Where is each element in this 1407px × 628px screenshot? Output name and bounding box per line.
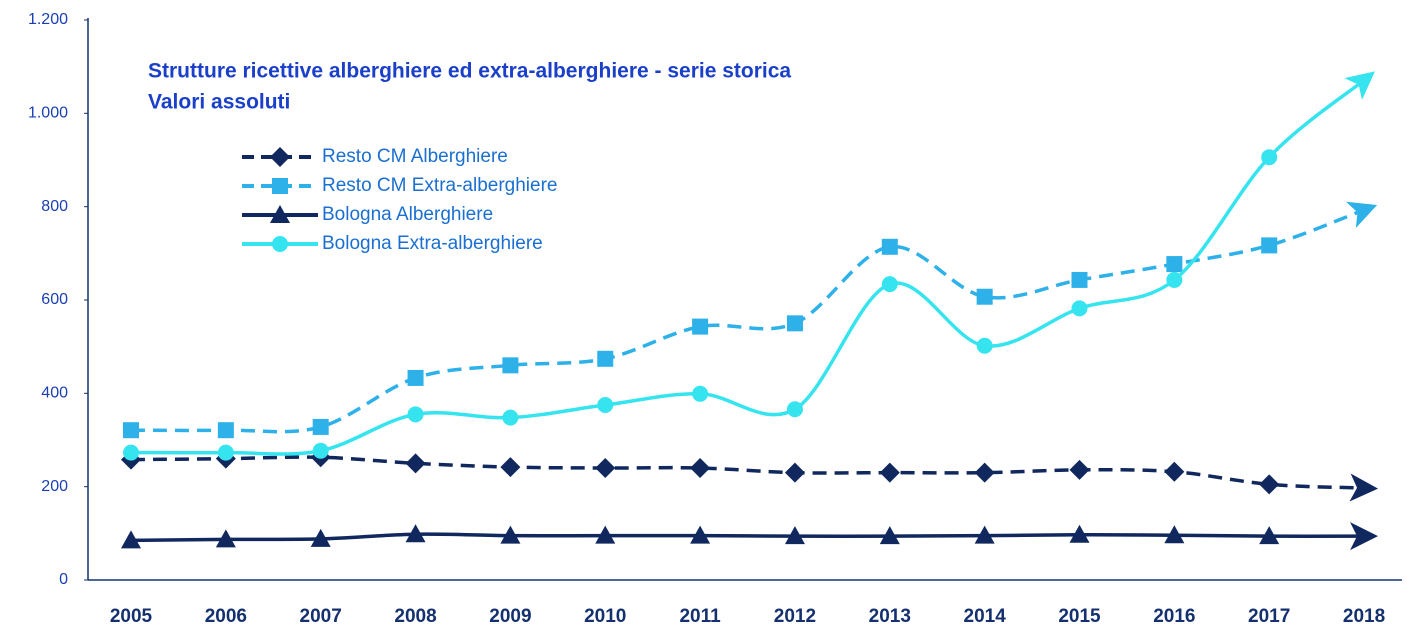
marker (879, 462, 900, 483)
x-tick-label: 2008 (394, 606, 436, 627)
marker (500, 457, 521, 478)
x-tick-label: 2012 (774, 606, 816, 627)
marker (1261, 149, 1278, 166)
marker (502, 409, 519, 426)
marker (976, 337, 993, 354)
marker (1164, 461, 1185, 482)
marker (405, 453, 426, 474)
x-tick-label: 2015 (1058, 606, 1101, 627)
marker (784, 526, 805, 545)
marker (500, 525, 521, 544)
y-tick-label: 0 (59, 571, 68, 588)
marker (272, 236, 288, 252)
marker (690, 458, 711, 478)
marker (1071, 300, 1088, 317)
x-tick-label: 2014 (964, 606, 1007, 627)
x-tick-label: 2018 (1343, 606, 1385, 627)
x-tick-label: 2013 (869, 606, 911, 627)
marker (407, 369, 424, 386)
chart-subtitle: Valori assoluti (148, 91, 290, 114)
marker (881, 276, 898, 293)
marker (1259, 474, 1280, 495)
marker (692, 385, 709, 402)
marker (1164, 525, 1185, 544)
marker (786, 315, 803, 332)
legend-label: Resto CM Extra-alberghiere (322, 175, 557, 196)
legend-label: Bologna Alberghiere (322, 204, 493, 225)
legend-label: Resto CM Alberghiere (322, 146, 508, 167)
marker (595, 458, 616, 478)
marker (690, 525, 711, 544)
marker (1071, 271, 1088, 288)
marker (272, 178, 288, 194)
marker (1069, 459, 1090, 480)
marker (597, 397, 614, 413)
marker (123, 422, 139, 439)
marker (310, 528, 331, 547)
y-tick-label: 800 (41, 198, 68, 215)
x-tick-label: 2017 (1248, 606, 1290, 627)
marker (215, 529, 236, 548)
x-tick-label: 2005 (110, 606, 153, 627)
marker (1069, 524, 1090, 543)
marker (784, 462, 805, 483)
marker (1261, 237, 1278, 254)
marker (312, 442, 329, 459)
y-tick-label: 200 (41, 478, 68, 495)
marker (881, 238, 898, 255)
marker (974, 525, 995, 544)
marker (595, 525, 616, 544)
marker (270, 147, 290, 167)
marker (123, 444, 139, 461)
marker (217, 444, 234, 461)
x-tick-label: 2011 (679, 606, 721, 627)
legend-label: Bologna Extra-alberghiere (322, 233, 543, 254)
marker (405, 524, 426, 543)
marker (1259, 526, 1280, 545)
marker (270, 205, 290, 223)
y-tick-label: 1.200 (28, 11, 68, 28)
marker (502, 357, 519, 374)
y-tick-label: 400 (41, 385, 68, 402)
x-tick-label: 2007 (300, 606, 342, 627)
marker (407, 406, 424, 423)
marker (121, 530, 141, 549)
marker (786, 401, 803, 418)
y-tick-label: 600 (41, 291, 68, 308)
x-tick-label: 2016 (1153, 606, 1195, 627)
x-tick-label: 2010 (584, 606, 626, 627)
marker (976, 288, 993, 305)
chart-title: Strutture ricettive alberghiere ed extra… (148, 60, 791, 83)
marker (597, 350, 614, 367)
x-tick-label: 2009 (489, 606, 531, 627)
marker (692, 318, 709, 335)
y-tick-label: 1.000 (28, 105, 68, 122)
marker (1166, 271, 1183, 288)
marker (217, 422, 234, 439)
series-line (130, 522, 1379, 551)
marker (879, 526, 900, 545)
x-tick-label: 2006 (205, 606, 247, 627)
marker (974, 462, 995, 483)
marker (312, 418, 329, 435)
marker (1166, 256, 1183, 273)
